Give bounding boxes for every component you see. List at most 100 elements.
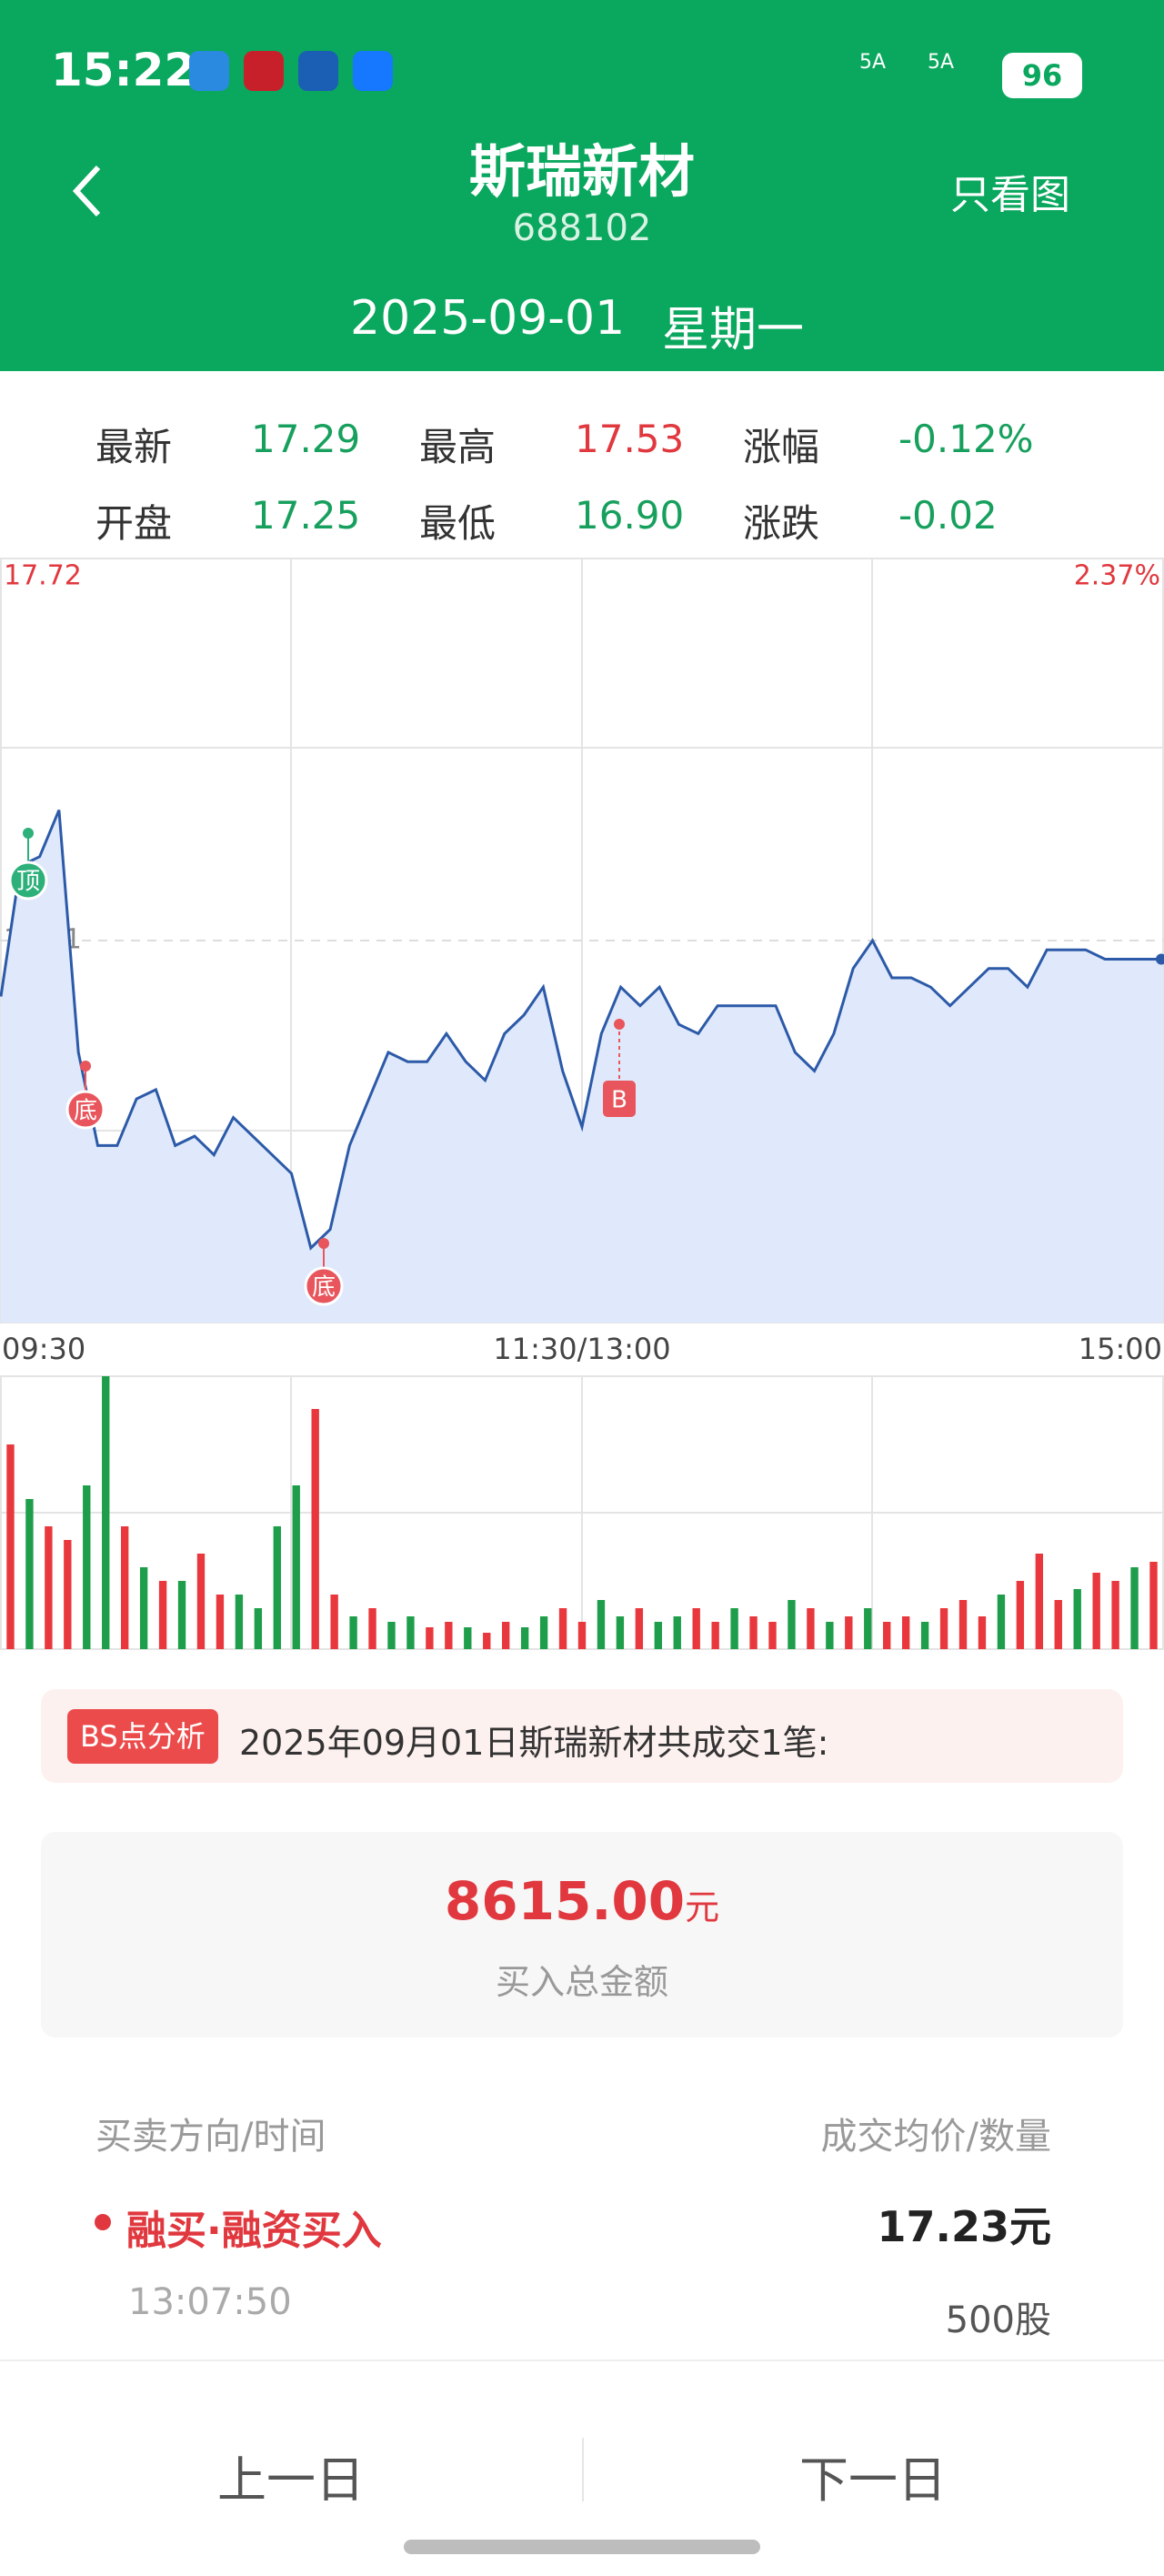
bs-banner: BS点分析 2025年09月01日斯瑞新材共成交1笔:: [41, 1689, 1123, 1783]
quote-value: 17.29: [251, 417, 361, 461]
volume-bar: [368, 1608, 376, 1649]
volume-bar: [102, 1376, 110, 1649]
volume-bar: [920, 1622, 929, 1649]
volume-bar: [330, 1595, 338, 1649]
trade-time: 13:07:50: [128, 2281, 292, 2323]
network-label: 5A: [859, 51, 887, 74]
weekday: 星期一: [662, 303, 805, 357]
volume-bar: [539, 1616, 548, 1649]
prev-day-button[interactable]: 上一日: [217, 2451, 365, 2509]
divider: [582, 2438, 584, 2501]
volume-bar: [673, 1616, 681, 1649]
volume-bar: [692, 1608, 700, 1649]
bs-text: 2025年09月01日斯瑞新材共成交1笔:: [239, 1723, 829, 1763]
annotation-dot: [614, 1019, 625, 1030]
volume-bar: [807, 1608, 815, 1649]
volume-bar: [25, 1499, 34, 1649]
volume-bar: [445, 1622, 453, 1649]
total-label: 买入总金额: [495, 1962, 668, 2002]
volume-bar: [958, 1600, 968, 1649]
volume-bar: [120, 1526, 129, 1649]
volume-bar: [483, 1633, 491, 1649]
quote-value: -0.12%: [898, 417, 1034, 461]
volume-bar: [597, 1600, 606, 1649]
volume-bar: [502, 1622, 510, 1649]
quote-label: 最新: [95, 425, 173, 469]
volume-bar: [1149, 1562, 1158, 1649]
quote-value: 17.25: [251, 493, 361, 538]
quote-label: 开盘: [95, 501, 173, 546]
volume-bar: [749, 1616, 758, 1649]
volume-bar: [139, 1567, 148, 1649]
annotation-label: 顶: [16, 869, 40, 896]
x-tick-label: 15:00: [1079, 1332, 1162, 1366]
quote-label: 涨幅: [743, 425, 820, 469]
volume-bar: [216, 1595, 225, 1649]
annotation-badge: [65, 1090, 105, 1130]
volume-bar: [158, 1581, 167, 1649]
volume-bar: [1035, 1554, 1044, 1649]
volume-bar: [845, 1616, 853, 1649]
volume-bar: [978, 1616, 987, 1649]
volume-bar: [1073, 1589, 1081, 1649]
volume-bar: [83, 1485, 91, 1649]
total-amount: 8615.00元: [41, 1870, 1123, 1932]
x-tick-label: 09:30: [2, 1332, 85, 1366]
volume-bar: [273, 1526, 281, 1649]
annotation-label: B: [611, 1087, 627, 1114]
volume-bar: [826, 1622, 834, 1649]
volume-bar: [768, 1622, 777, 1649]
app-icon: [244, 51, 284, 91]
trade-direction: 融买·融资买入: [126, 2208, 382, 2254]
volume-bar: [64, 1540, 72, 1649]
view-chart-button[interactable]: 只看图: [950, 172, 1070, 218]
amount: 8615.00: [444, 1870, 686, 1932]
annotation-badge: [603, 1081, 636, 1117]
volume-bar: [1092, 1573, 1100, 1649]
y-tick-label: 17.72: [4, 560, 82, 592]
annotation-badge: [8, 860, 48, 901]
volume-bar: [997, 1595, 1006, 1649]
volume-bar: [254, 1608, 263, 1649]
title: 斯瑞新材: [468, 138, 695, 205]
back-button[interactable]: [69, 162, 105, 220]
volume-bar: [864, 1608, 872, 1649]
y2-tick-label: 2.37%: [1074, 560, 1160, 592]
volume-bar: [901, 1616, 910, 1649]
quote-value: 16.90: [575, 493, 685, 538]
volume-bar: [311, 1409, 319, 1649]
volume-bar: [520, 1627, 529, 1649]
annotation-label: 底: [312, 1274, 336, 1302]
price-line: [0, 810, 1163, 1251]
volume-bar: [1111, 1581, 1119, 1649]
volume-bar: [730, 1608, 738, 1649]
volume-bar: [711, 1622, 719, 1649]
annotation-dot: [318, 1238, 329, 1249]
next-day-button[interactable]: 下一日: [799, 2451, 947, 2509]
volume-bar: [1016, 1581, 1025, 1649]
bs-badge: BS点分析: [67, 1709, 218, 1764]
price-area: [1, 810, 1163, 1323]
app-icon: [298, 51, 338, 91]
volume-bar: [654, 1622, 662, 1649]
x-tick-label: 11:30/13:00: [493, 1332, 670, 1366]
trade-quantity: 500股: [945, 2299, 1051, 2341]
volume-bar: [235, 1595, 244, 1649]
status-time: 15:22: [51, 44, 196, 96]
quote-label: 最低: [419, 501, 497, 546]
quote-label: 最高: [419, 425, 497, 469]
volume-bar: [349, 1616, 357, 1649]
quote-value: -0.02: [898, 493, 998, 538]
stock-code: 688102: [512, 207, 652, 249]
app-icon: [189, 51, 229, 91]
trade-price: 17.23元: [877, 2202, 1051, 2251]
home-indicator: [404, 2540, 760, 2554]
annotation-dot: [23, 828, 34, 839]
volume-bar: [6, 1444, 15, 1649]
total-card: 8615.00元 买入总金额: [41, 1832, 1123, 2038]
quote-label: 涨跌: [743, 501, 820, 546]
battery: 96: [1002, 53, 1082, 98]
volume-bar: [426, 1627, 434, 1649]
